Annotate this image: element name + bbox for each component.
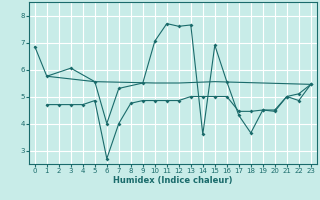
X-axis label: Humidex (Indice chaleur): Humidex (Indice chaleur) xyxy=(113,176,233,185)
